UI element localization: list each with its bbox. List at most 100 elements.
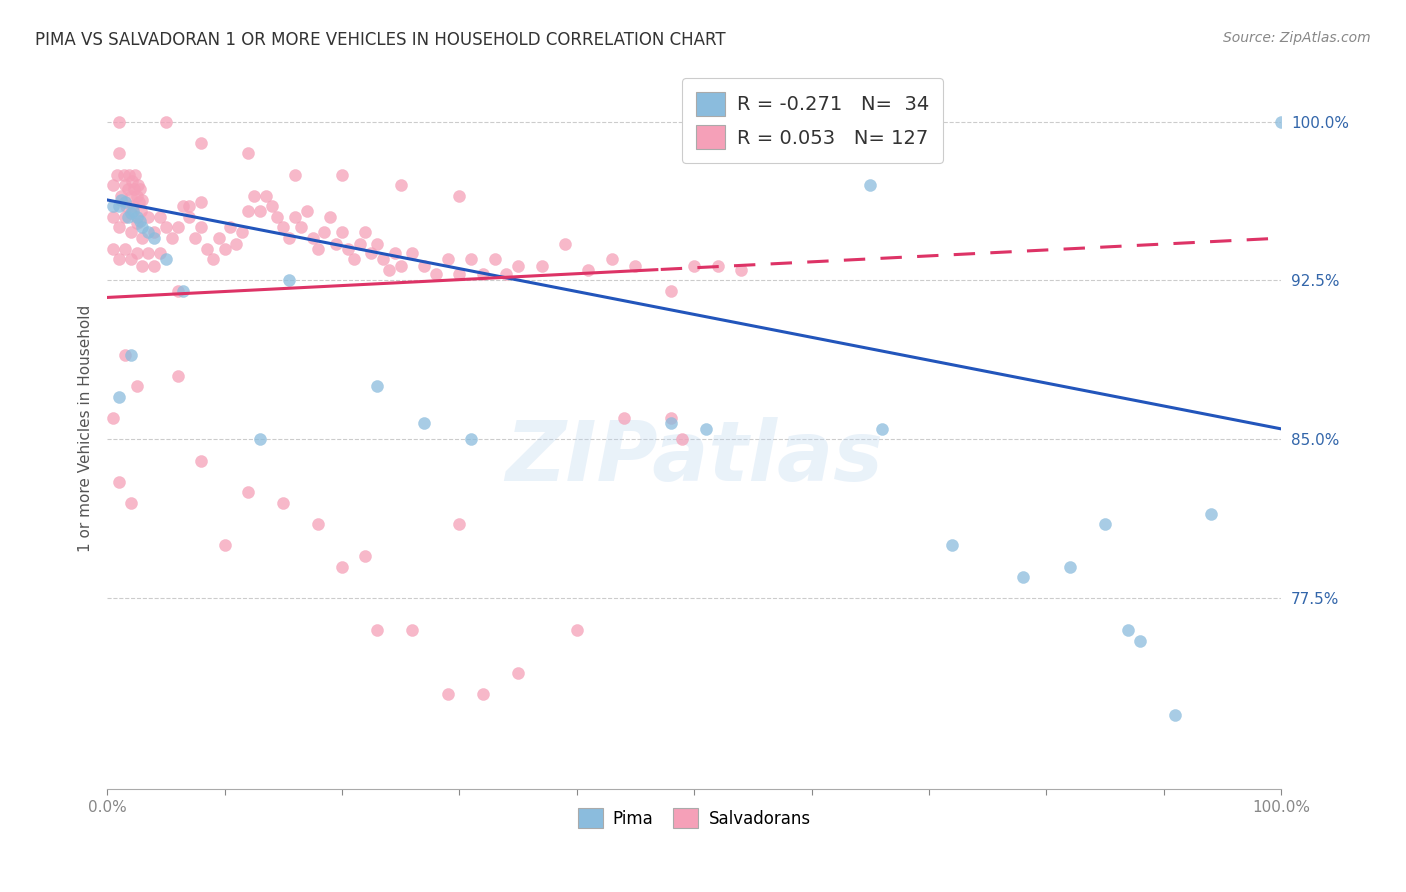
Point [131, 231, 153, 245]
Point [117, 210, 139, 224]
Point [349, 237, 371, 252]
Point [101, 411, 124, 425]
Point [101, 210, 124, 224]
Point [166, 284, 188, 298]
Point [114, 210, 136, 224]
Point [271, 220, 294, 235]
Point [389, 259, 412, 273]
Point [683, 259, 706, 273]
Point [108, 390, 131, 404]
Point [295, 203, 318, 218]
Point [336, 242, 359, 256]
Point [436, 687, 458, 701]
Point [371, 252, 394, 267]
Point [354, 225, 377, 239]
Point [378, 263, 401, 277]
Point [120, 496, 142, 510]
Point [143, 231, 166, 245]
Point [155, 114, 177, 128]
Point [114, 242, 136, 256]
Point [565, 624, 588, 638]
Point [101, 242, 124, 256]
Point [166, 220, 188, 235]
Point [149, 210, 172, 224]
Point [578, 263, 600, 277]
Point [231, 225, 253, 239]
Point [155, 220, 177, 235]
Point [354, 549, 377, 563]
Point [155, 252, 177, 267]
Point [127, 178, 149, 193]
Point [343, 252, 366, 267]
Point [208, 231, 231, 245]
Point [284, 210, 307, 224]
Point [121, 174, 143, 188]
Point [425, 267, 447, 281]
Point [506, 259, 529, 273]
Point [249, 203, 271, 218]
Point [179, 210, 201, 224]
Point [484, 252, 506, 267]
Point [120, 348, 142, 362]
Point [389, 178, 412, 193]
Point [671, 433, 693, 447]
Point [190, 220, 212, 235]
Point [114, 348, 136, 362]
Point [190, 195, 212, 210]
Point [730, 263, 752, 277]
Point [330, 225, 353, 239]
Point [260, 199, 283, 213]
Point [600, 252, 623, 267]
Point [284, 168, 307, 182]
Point [659, 411, 682, 425]
Point [554, 237, 576, 252]
Point [166, 368, 188, 383]
Point [129, 182, 152, 196]
Point [695, 422, 717, 436]
Point [236, 146, 259, 161]
Point [125, 379, 148, 393]
Point [495, 267, 517, 281]
Point [129, 203, 152, 218]
Point [131, 220, 153, 235]
Point [120, 225, 142, 239]
Point [125, 216, 148, 230]
Point [330, 559, 353, 574]
Point [184, 231, 207, 245]
Point [129, 214, 152, 228]
Point [366, 624, 388, 638]
Point [136, 210, 159, 224]
Text: PIMA VS SALVADORAN 1 OR MORE VEHICLES IN HOUSEHOLD CORRELATION CHART: PIMA VS SALVADORAN 1 OR MORE VEHICLES IN… [35, 31, 725, 49]
Point [120, 205, 142, 219]
Point [401, 246, 423, 260]
Point [413, 416, 436, 430]
Point [143, 259, 166, 273]
Point [1270, 114, 1292, 128]
Point [236, 203, 259, 218]
Point [301, 231, 323, 245]
Point [1199, 507, 1222, 521]
Point [1118, 624, 1140, 638]
Point [110, 193, 132, 207]
Point [1059, 559, 1081, 574]
Point [128, 195, 150, 210]
Point [108, 252, 131, 267]
Point [101, 178, 124, 193]
Point [136, 225, 159, 239]
Point [118, 168, 141, 182]
Point [366, 379, 388, 393]
Point [530, 259, 553, 273]
Point [436, 252, 458, 267]
Point [659, 416, 682, 430]
Point [1094, 517, 1116, 532]
Point [271, 496, 294, 510]
Point [1129, 633, 1152, 648]
Text: ZIPatlas: ZIPatlas [505, 417, 883, 499]
Point [613, 411, 636, 425]
Point [706, 259, 728, 273]
Point [624, 259, 647, 273]
Point [108, 146, 131, 161]
Point [859, 178, 882, 193]
Point [131, 193, 153, 207]
Point [449, 517, 471, 532]
